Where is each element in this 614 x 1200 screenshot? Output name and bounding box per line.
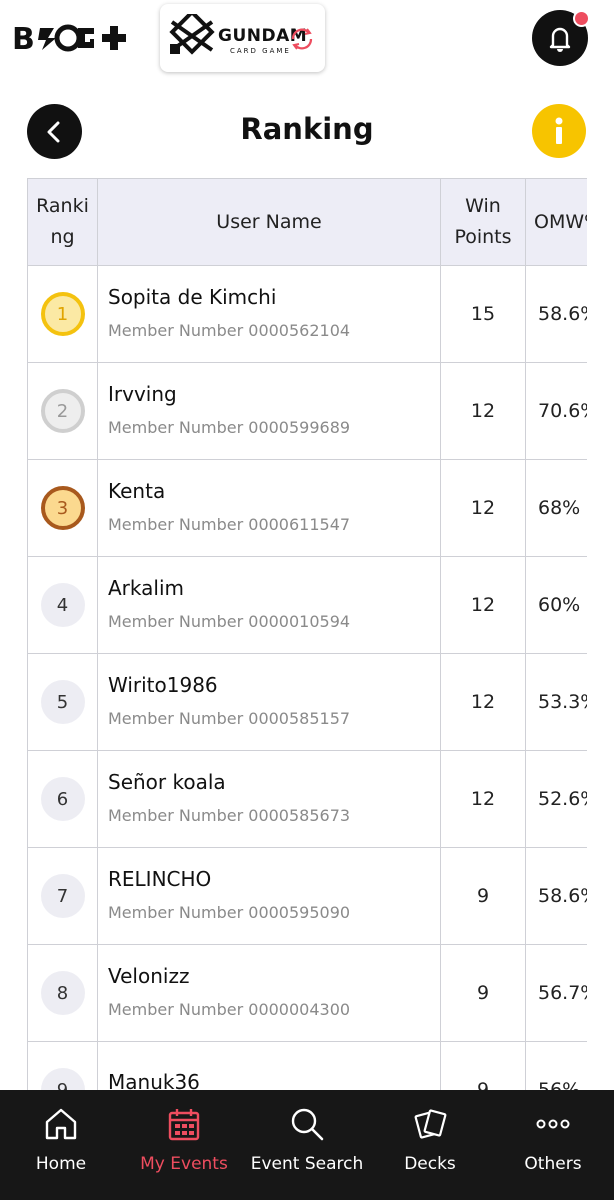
nav-decks-label: Decks — [404, 1154, 456, 1174]
home-icon — [45, 1108, 77, 1140]
rank-badge: 9 — [40, 1068, 85, 1090]
nav-home[interactable]: Home — [0, 1090, 122, 1200]
rank-badge-bronze: 3 — [40, 486, 85, 530]
game-selector-card[interactable]: GUNDAM CARD GAME — [160, 4, 325, 72]
rank-badge: 7 — [40, 874, 85, 918]
ranking-table: Ranking User Name Win Points OMW% 1 Sopi… — [27, 178, 587, 1090]
win-points: 9 — [440, 847, 526, 945]
game-logo-subtitle: CARD GAME — [230, 47, 291, 55]
omw-percent: 58.6% — [525, 265, 587, 363]
omw-percent: 56% — [525, 1041, 587, 1090]
user-name: Wirito1986 — [108, 672, 218, 697]
search-icon — [291, 1108, 324, 1141]
bottom-nav: Home My Events Event Search Decks Others — [0, 1090, 614, 1200]
win-points: 12 — [440, 556, 526, 654]
win-points: 15 — [440, 265, 526, 363]
user-name: Señor koala — [108, 769, 226, 794]
column-header-ranking: Ranking — [27, 178, 98, 266]
user-name: Sopita de Kimchi — [108, 284, 277, 309]
user-name: RELINCHO — [108, 866, 212, 891]
member-number: Member Number 0000585673 — [108, 805, 351, 825]
member-number: Member Number 0000010594 — [108, 611, 351, 631]
cards-icon — [414, 1109, 447, 1139]
svg-text:B: B — [12, 22, 35, 56]
member-number: Member Number 0000599689 — [108, 417, 351, 437]
info-button[interactable] — [532, 104, 586, 158]
win-points: 12 — [440, 653, 526, 751]
member-number: Member Number 0000611547 — [108, 514, 351, 534]
table-row[interactable]: 6 Señor koala Member Number 0000585673 12… — [27, 750, 587, 848]
table-row[interactable]: 9 Manuk36 9 56% — [27, 1041, 587, 1090]
member-number: Member Number 0000004300 — [108, 999, 351, 1019]
win-points: 12 — [440, 750, 526, 848]
column-header-win-points: Win Points — [440, 178, 526, 266]
table-header-row: Ranking User Name Win Points OMW% — [27, 178, 587, 266]
rank-badge: 4 — [40, 583, 85, 627]
member-number: Member Number 0000595090 — [108, 902, 351, 922]
nav-my-events-label: My Events — [140, 1154, 228, 1174]
omw-percent: 60% — [525, 556, 587, 654]
member-number: Member Number 0000585157 — [108, 708, 351, 728]
info-icon — [555, 117, 563, 144]
user-name: Manuk36 — [108, 1070, 200, 1090]
omw-percent: 56.7% — [525, 944, 587, 1042]
nav-others-label: Others — [524, 1154, 582, 1174]
win-points: 9 — [440, 1041, 526, 1090]
more-icon — [536, 1119, 570, 1129]
calendar-icon — [168, 1109, 200, 1141]
switch-game-icon — [291, 28, 313, 50]
nav-decks[interactable]: Decks — [369, 1090, 491, 1200]
omw-percent: 58.6% — [525, 847, 587, 945]
bandai-tcg-plus-logo[interactable]: B — [12, 20, 134, 56]
user-name: Irvving — [108, 381, 177, 406]
win-points: 12 — [440, 459, 526, 557]
user-name: Velonizz — [108, 963, 190, 988]
win-points: 9 — [440, 944, 526, 1042]
nav-event-search-label: Event Search — [250, 1154, 364, 1174]
omw-percent: 68% — [525, 459, 587, 557]
chevron-left-icon — [47, 121, 59, 142]
nav-my-events[interactable]: My Events — [123, 1090, 245, 1200]
member-number: Member Number 0000562104 — [108, 320, 351, 340]
table-row[interactable]: 3 Kenta Member Number 0000611547 12 68% — [27, 459, 587, 557]
user-name: Arkalim — [108, 575, 184, 600]
rank-badge-gold: 1 — [40, 292, 85, 336]
table-row[interactable]: 7 RELINCHO Member Number 0000595090 9 58.… — [27, 847, 587, 945]
game-logo-title: GUNDAM — [218, 26, 308, 46]
rank-badge: 5 — [40, 680, 85, 724]
gundam-emblem-icon — [169, 14, 215, 55]
table-row[interactable]: 4 Arkalim Member Number 0000010594 12 60% — [27, 556, 587, 654]
win-points: 12 — [440, 362, 526, 460]
table-row[interactable]: 1 Sopita de Kimchi Member Number 00005621… — [27, 265, 587, 363]
user-name: Kenta — [108, 478, 166, 503]
notification-dot — [573, 10, 590, 27]
omw-percent: 53.3% — [525, 653, 587, 751]
column-header-omw: OMW% — [525, 178, 587, 266]
nav-home-label: Home — [35, 1154, 87, 1174]
ranking-table-container[interactable]: Ranking User Name Win Points OMW% 1 Sopi… — [27, 178, 587, 1090]
table-row[interactable]: 5 Wirito1986 Member Number 0000585157 12 … — [27, 653, 587, 751]
top-bar: B GUNDAM CARD GAME — [0, 0, 614, 80]
back-button[interactable] — [27, 104, 82, 159]
bell-icon — [549, 27, 571, 52]
rank-badge: 8 — [40, 971, 85, 1015]
page-title: Ranking — [240, 112, 374, 146]
nav-event-search[interactable]: Event Search — [246, 1090, 368, 1200]
nav-others[interactable]: Others — [492, 1090, 614, 1200]
table-row[interactable]: 2 Irvving Member Number 0000599689 12 70.… — [27, 362, 587, 460]
table-row[interactable]: 8 Velonizz Member Number 0000004300 9 56.… — [27, 944, 587, 1042]
rank-badge-silver: 2 — [40, 389, 85, 433]
column-header-user-name: User Name — [97, 178, 441, 266]
rank-badge: 6 — [40, 777, 85, 821]
omw-percent: 52.6% — [525, 750, 587, 848]
omw-percent: 70.6% — [525, 362, 587, 460]
